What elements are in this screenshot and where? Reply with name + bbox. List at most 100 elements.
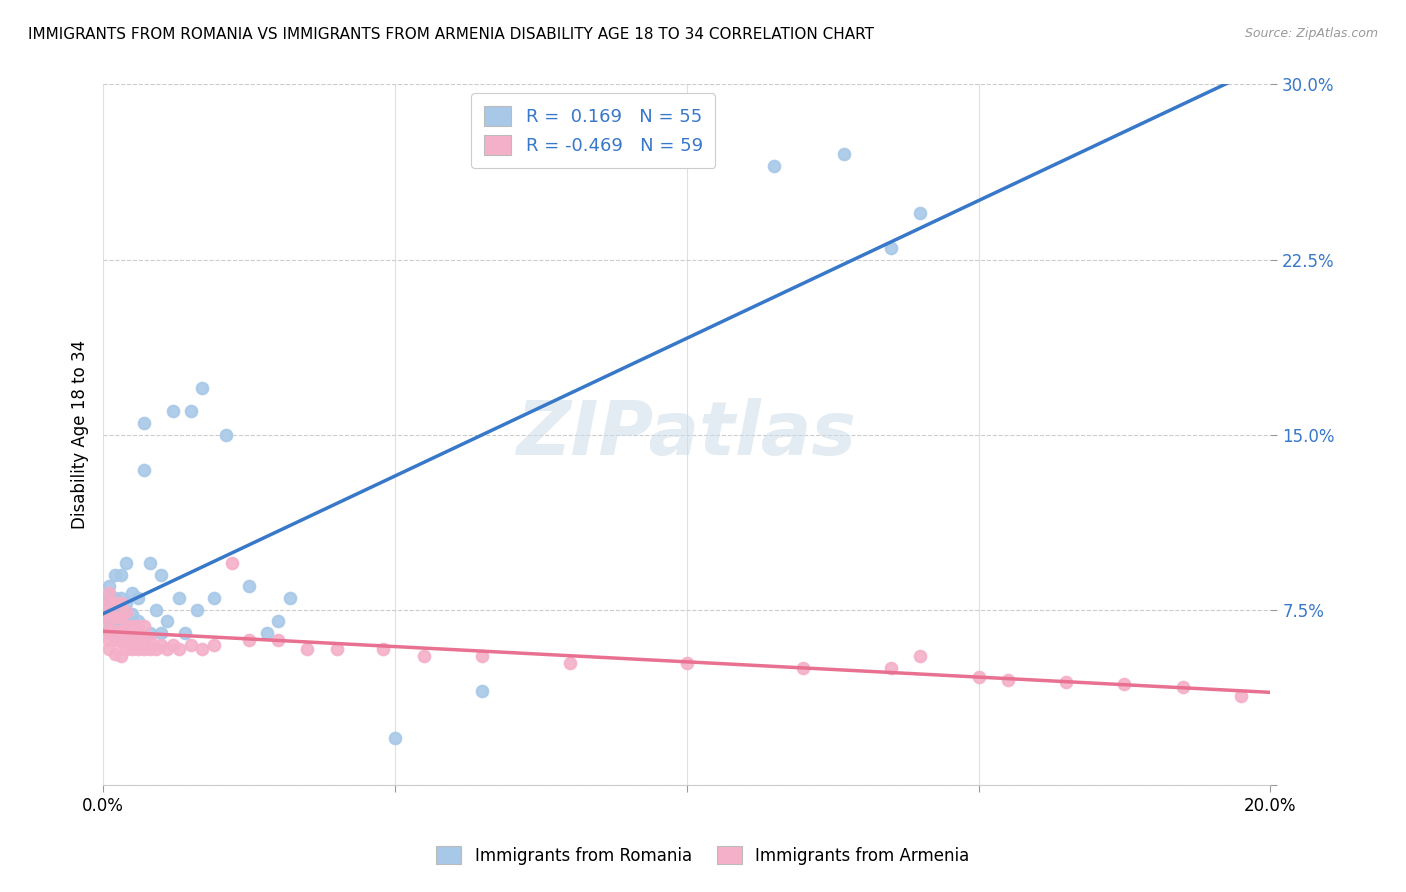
Point bbox=[97, 642, 120, 657]
Point bbox=[104, 591, 127, 605]
Point bbox=[221, 556, 243, 570]
Point bbox=[325, 642, 347, 657]
Point bbox=[97, 596, 120, 610]
Point bbox=[215, 427, 238, 442]
Point bbox=[162, 404, 184, 418]
Point bbox=[167, 591, 190, 605]
Point bbox=[104, 607, 127, 622]
Point bbox=[104, 609, 127, 624]
Point bbox=[908, 649, 931, 664]
Point bbox=[763, 159, 786, 173]
Point bbox=[104, 615, 127, 629]
Point bbox=[132, 416, 155, 430]
Point bbox=[880, 661, 903, 675]
Point bbox=[121, 619, 143, 633]
Point bbox=[97, 609, 120, 624]
Point bbox=[115, 605, 138, 619]
Point bbox=[115, 619, 138, 633]
Point bbox=[127, 615, 149, 629]
Point bbox=[110, 626, 132, 640]
Point bbox=[97, 602, 120, 616]
Point bbox=[127, 619, 149, 633]
Point bbox=[297, 642, 319, 657]
Point bbox=[145, 642, 167, 657]
Point bbox=[1230, 689, 1253, 703]
Point bbox=[115, 619, 138, 633]
Point bbox=[104, 567, 127, 582]
Point bbox=[97, 626, 120, 640]
Text: IMMIGRANTS FROM ROMANIA VS IMMIGRANTS FROM ARMENIA DISABILITY AGE 18 TO 34 CORRE: IMMIGRANTS FROM ROMANIA VS IMMIGRANTS FR… bbox=[28, 27, 875, 42]
Point bbox=[558, 657, 581, 671]
Point bbox=[167, 642, 190, 657]
Point bbox=[1054, 675, 1077, 690]
Point bbox=[139, 626, 162, 640]
Point bbox=[384, 731, 406, 745]
Point bbox=[1171, 680, 1194, 694]
Point bbox=[97, 579, 120, 593]
Point bbox=[186, 602, 208, 616]
Point bbox=[97, 591, 120, 605]
Point bbox=[127, 591, 149, 605]
Point bbox=[115, 631, 138, 645]
Point bbox=[180, 404, 202, 418]
Point bbox=[104, 624, 127, 638]
Point bbox=[267, 633, 290, 648]
Point bbox=[110, 567, 132, 582]
Point bbox=[832, 147, 855, 161]
Point bbox=[256, 626, 278, 640]
Point bbox=[121, 607, 143, 622]
Point bbox=[97, 624, 120, 638]
Point bbox=[150, 567, 173, 582]
Point bbox=[104, 598, 127, 612]
Point bbox=[267, 615, 290, 629]
Point bbox=[173, 626, 195, 640]
Point bbox=[792, 661, 814, 675]
Point bbox=[97, 615, 120, 629]
Point bbox=[104, 633, 127, 648]
Point bbox=[115, 642, 138, 657]
Point bbox=[471, 684, 494, 698]
Text: ZIPatlas: ZIPatlas bbox=[517, 398, 856, 471]
Point bbox=[156, 615, 179, 629]
Point bbox=[121, 619, 143, 633]
Point bbox=[121, 631, 143, 645]
Point bbox=[471, 649, 494, 664]
Point bbox=[150, 626, 173, 640]
Point bbox=[110, 624, 132, 638]
Point bbox=[908, 206, 931, 220]
Point bbox=[997, 673, 1019, 687]
Point bbox=[97, 596, 120, 610]
Point bbox=[110, 615, 132, 629]
Point bbox=[278, 591, 301, 605]
Point bbox=[139, 631, 162, 645]
Point bbox=[162, 638, 184, 652]
Point bbox=[97, 621, 120, 635]
Point bbox=[127, 642, 149, 657]
Point bbox=[145, 602, 167, 616]
Point bbox=[132, 462, 155, 476]
Point bbox=[139, 556, 162, 570]
Point bbox=[156, 642, 179, 657]
Point bbox=[104, 631, 127, 645]
Point bbox=[180, 638, 202, 652]
Y-axis label: Disability Age 18 to 34: Disability Age 18 to 34 bbox=[72, 340, 89, 529]
Legend: R =  0.169   N = 55, R = -0.469   N = 59: R = 0.169 N = 55, R = -0.469 N = 59 bbox=[471, 94, 716, 168]
Point bbox=[127, 631, 149, 645]
Point bbox=[115, 556, 138, 570]
Point bbox=[110, 649, 132, 664]
Point bbox=[115, 596, 138, 610]
Point bbox=[132, 642, 155, 657]
Point bbox=[967, 670, 990, 684]
Point bbox=[110, 591, 132, 605]
Point bbox=[97, 633, 120, 648]
Text: Source: ZipAtlas.com: Source: ZipAtlas.com bbox=[1244, 27, 1378, 40]
Point bbox=[132, 619, 155, 633]
Point bbox=[191, 642, 214, 657]
Point bbox=[97, 605, 120, 619]
Point bbox=[104, 596, 127, 610]
Point bbox=[139, 642, 162, 657]
Point bbox=[880, 241, 903, 255]
Point bbox=[191, 381, 214, 395]
Point bbox=[121, 642, 143, 657]
Point bbox=[675, 657, 697, 671]
